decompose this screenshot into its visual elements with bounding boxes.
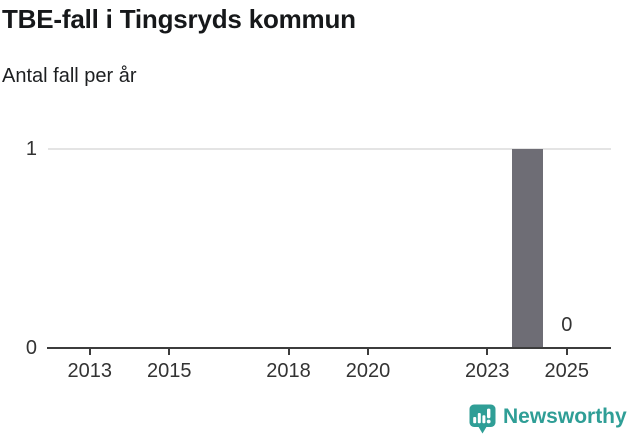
x-tick-label-2020: 2020	[345, 360, 391, 382]
y-tick-label-0: 0	[25, 337, 37, 359]
chart-subtitle: Antal fall per år	[2, 65, 137, 87]
x-tick-2023	[486, 349, 489, 355]
newsworthy-branding: Newsworthy	[469, 404, 627, 435]
gridline-y1	[48, 148, 611, 150]
x-tick-label-2015: 2015	[147, 360, 192, 382]
chart-title: TBE-fall i Tingsryds kommun	[2, 4, 356, 34]
x-tick-label-2025: 2025	[544, 360, 590, 382]
x-tick-label-2013: 2013	[67, 360, 113, 382]
value-label-2025: 0	[561, 314, 573, 336]
newsworthy-logo-icon	[469, 404, 496, 434]
x-tick-2013	[88, 349, 91, 355]
x-tick-2020	[367, 349, 369, 355]
x-tick-label-2018: 2018	[266, 360, 311, 382]
y-tick-label-1: 1	[25, 138, 37, 160]
brand-name: Newsworthy	[503, 405, 627, 428]
x-tick-2025	[565, 349, 568, 355]
x-tick-2018	[287, 349, 290, 355]
x-axis-line	[47, 347, 611, 349]
x-tick-label-2023: 2023	[465, 360, 510, 382]
bar-2024	[511, 149, 543, 348]
x-tick-2015	[168, 349, 171, 355]
